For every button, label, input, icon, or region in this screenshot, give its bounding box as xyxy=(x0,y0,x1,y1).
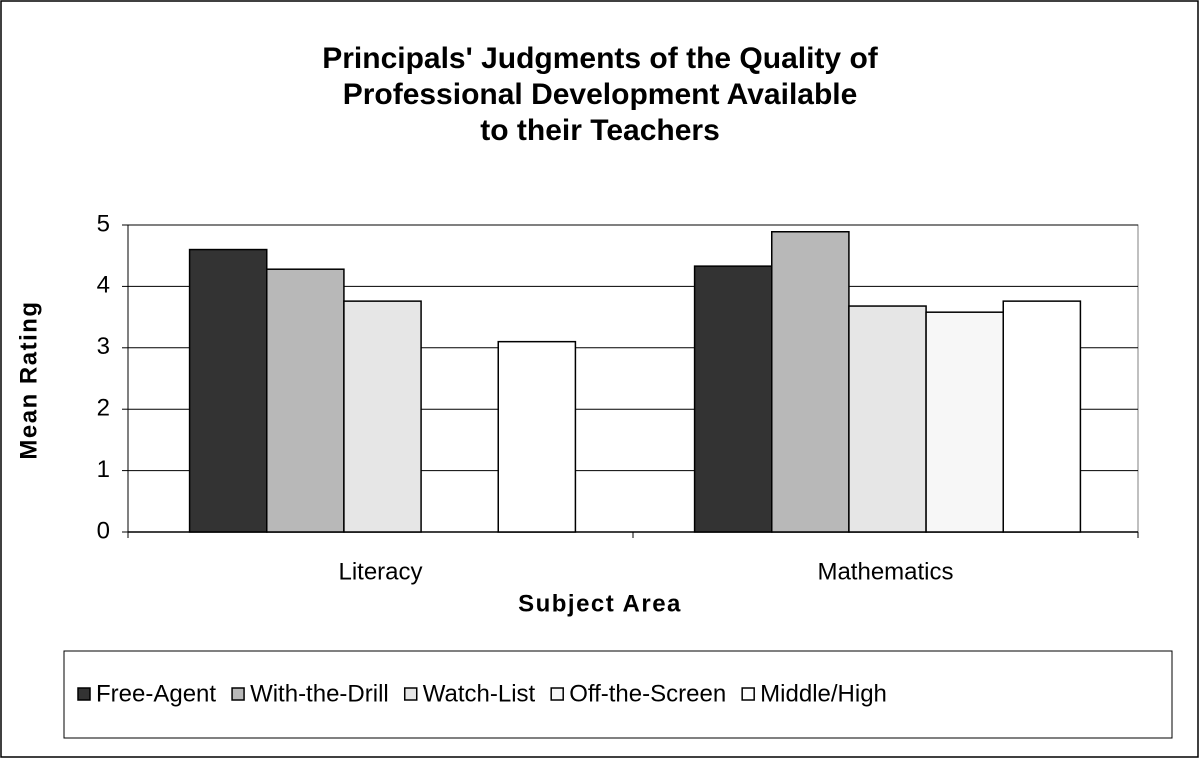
bar xyxy=(497,340,577,533)
legend-box xyxy=(63,650,1173,739)
bar xyxy=(693,265,773,533)
y-tick-label: 3 xyxy=(97,333,110,360)
legend-label: Middle/High xyxy=(760,680,887,707)
legend-label: With-the-Drill xyxy=(250,680,389,707)
y-axis-label: Mean Rating xyxy=(15,300,42,459)
bar xyxy=(771,231,850,533)
legend-swatch xyxy=(77,687,91,701)
y-tick-label: 2 xyxy=(97,395,110,422)
x-axis-label: Subject Area xyxy=(518,590,682,617)
legend-swatch xyxy=(231,687,245,701)
legend-label: Off-the-Screen xyxy=(569,680,726,707)
legend-swatch xyxy=(550,687,564,701)
y-tick-label: 0 xyxy=(97,517,110,544)
x-tick-label: Literacy xyxy=(338,558,422,585)
legend-swatch xyxy=(403,687,418,701)
chart-title: to their Teachers xyxy=(480,114,720,147)
chart-title: Professional Development Available xyxy=(343,78,858,111)
bar xyxy=(343,300,422,533)
y-tick-label: 5 xyxy=(97,210,110,237)
legend-label: Watch-List xyxy=(423,680,536,707)
bar xyxy=(925,311,1004,533)
bar xyxy=(266,268,345,533)
bar xyxy=(848,305,927,533)
bar xyxy=(188,248,268,533)
chart-title: Principals' Judgments of the Quality of xyxy=(322,42,879,75)
y-tick-label: 4 xyxy=(97,272,110,299)
x-tick-label: Mathematics xyxy=(817,558,953,585)
bar xyxy=(1002,300,1082,533)
y-tick-label: 1 xyxy=(97,456,110,483)
legend-label: Free-Agent xyxy=(96,680,216,707)
legend-swatch xyxy=(741,687,755,701)
